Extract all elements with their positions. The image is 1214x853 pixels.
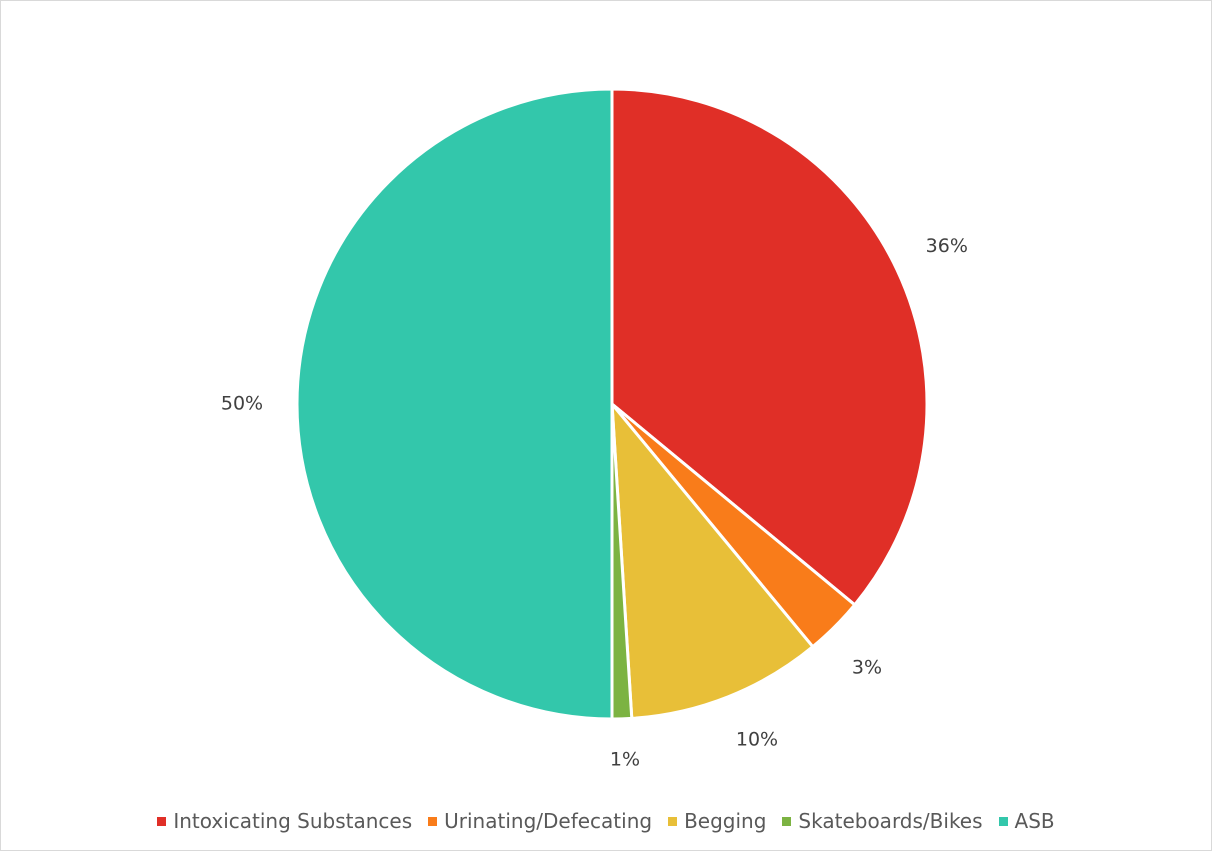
data-label-intoxicating-substances: 36% — [926, 235, 968, 257]
data-label-skateboards-bikes: 1% — [610, 749, 640, 771]
legend-item-asb: ASB — [998, 809, 1055, 833]
data-label-urinating-defecating: 3% — [852, 657, 882, 679]
legend-label: Urinating/Defecating — [444, 809, 653, 833]
legend-swatch-icon — [668, 816, 678, 826]
legend-item-begging: Begging — [668, 809, 766, 833]
legend-swatch-icon — [428, 816, 438, 826]
legend-label: Intoxicating Substances — [173, 809, 413, 833]
legend-swatch-icon — [782, 816, 792, 826]
legend-label: ASB — [1014, 809, 1055, 833]
legend-label: Begging — [684, 809, 767, 833]
data-label-asb: 50% — [221, 393, 263, 415]
pie-slices — [295, 87, 929, 721]
legend-item-intoxicating-substances: Intoxicating Substances — [157, 809, 412, 833]
legend-swatch-icon — [998, 816, 1008, 826]
legend-item-skateboards-bikes: Skateboards/Bikes — [782, 809, 983, 833]
legend-swatch-icon — [157, 816, 167, 826]
legend-item-urinating-defecating: Urinating/Defecating — [428, 809, 652, 833]
pie-data-labels: 36% 3% 10% 1% 50% — [221, 235, 968, 771]
legend: Intoxicating Substances Urinating/Defeca… — [1, 809, 1211, 833]
pie-slice-begging — [610, 402, 815, 720]
data-label-begging: 10% — [736, 729, 778, 751]
pie-slice-asb — [295, 87, 614, 721]
legend-label: Skateboards/Bikes — [798, 809, 983, 833]
pie-slice-intoxicating-substances — [610, 87, 929, 607]
